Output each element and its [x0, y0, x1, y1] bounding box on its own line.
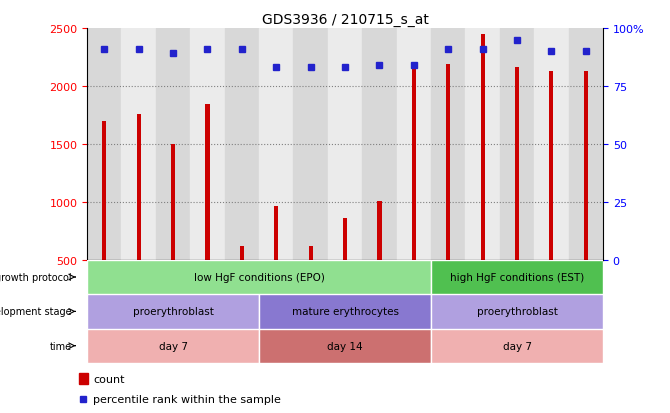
Text: development stage: development stage	[0, 306, 72, 317]
Text: time: time	[50, 341, 72, 351]
Bar	[103, 121, 107, 318]
Bar	[328, 29, 362, 260]
Bar	[137, 114, 141, 318]
Bar	[87, 260, 431, 294]
Bar	[224, 29, 259, 260]
Bar	[446, 65, 450, 318]
Bar	[431, 294, 603, 329]
Text: low HgF conditions (EPO): low HgF conditions (EPO)	[194, 272, 324, 282]
Bar	[240, 246, 244, 318]
Text: day 14: day 14	[327, 341, 363, 351]
Bar	[87, 329, 259, 363]
Bar	[274, 207, 278, 318]
Bar	[206, 105, 210, 318]
Bar	[309, 246, 313, 318]
Bar	[549, 72, 553, 318]
Bar	[87, 29, 121, 260]
Bar	[259, 294, 431, 329]
Bar	[431, 329, 603, 363]
Bar	[156, 29, 190, 260]
Bar	[466, 29, 500, 260]
Bar	[190, 29, 224, 260]
Text: proerythroblast: proerythroblast	[133, 306, 214, 317]
Bar	[293, 29, 328, 260]
Text: proerythroblast: proerythroblast	[476, 306, 557, 317]
Bar	[259, 29, 293, 260]
Bar	[171, 145, 175, 318]
Text: growth protocol: growth protocol	[0, 272, 72, 282]
Bar	[480, 35, 484, 318]
Bar	[431, 260, 603, 294]
Bar	[121, 29, 156, 260]
Text: day 7: day 7	[502, 341, 531, 351]
Bar	[343, 218, 347, 318]
Bar	[259, 329, 431, 363]
Bar	[397, 29, 431, 260]
Bar	[79, 373, 88, 385]
Title: GDS3936 / 210715_s_at: GDS3936 / 210715_s_at	[261, 12, 429, 26]
Bar	[534, 29, 569, 260]
Text: high HgF conditions (EST): high HgF conditions (EST)	[450, 272, 584, 282]
Bar	[362, 29, 397, 260]
Text: mature erythrocytes: mature erythrocytes	[291, 306, 399, 317]
Text: count: count	[93, 374, 125, 384]
Bar	[500, 29, 534, 260]
Bar	[431, 29, 466, 260]
Bar	[515, 68, 519, 318]
Bar	[412, 64, 416, 318]
Text: percentile rank within the sample: percentile rank within the sample	[93, 394, 281, 404]
Text: day 7: day 7	[159, 341, 188, 351]
Bar	[87, 294, 259, 329]
Bar	[569, 29, 603, 260]
Bar	[377, 201, 381, 318]
Bar	[584, 72, 588, 318]
